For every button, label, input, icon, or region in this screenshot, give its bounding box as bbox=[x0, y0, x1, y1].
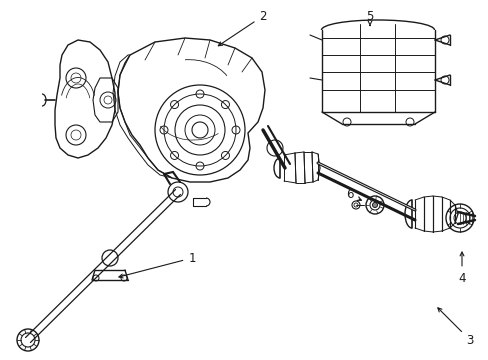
Text: 5: 5 bbox=[366, 9, 373, 26]
Text: 6: 6 bbox=[346, 189, 361, 202]
Text: 4: 4 bbox=[457, 252, 465, 284]
Text: 1: 1 bbox=[119, 252, 195, 278]
Text: 2: 2 bbox=[218, 9, 266, 46]
Text: 3: 3 bbox=[437, 308, 473, 346]
Circle shape bbox=[372, 202, 377, 207]
